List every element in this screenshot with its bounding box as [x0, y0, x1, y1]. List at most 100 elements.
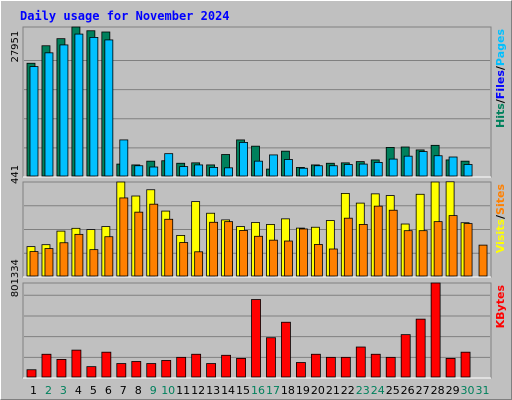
- bar-sites-day-12: [194, 251, 204, 277]
- bar-sites-day-22: [343, 217, 353, 277]
- side-legend: Hits/Files/Pages: [494, 29, 507, 128]
- bar-kbytes-day-21: [325, 356, 336, 378]
- bar-pages-day-22: [343, 164, 353, 177]
- x-tick-label: 26: [401, 384, 415, 397]
- bar-sites-day-15: [239, 230, 248, 277]
- bar-sites-day-16: [254, 235, 263, 277]
- bar-pages-day-25: [388, 158, 398, 177]
- x-tick-label: 25: [386, 384, 400, 397]
- chart-title: Daily usage for November 2024: [20, 9, 230, 23]
- bar-sites-day-6: [104, 236, 114, 277]
- bar-sites-day-11: [179, 242, 189, 277]
- bar-kbytes-day-12: [191, 353, 202, 378]
- bar-sites-day-17: [269, 239, 278, 277]
- x-tick-label: 8: [135, 384, 142, 397]
- side-legend: Visits/Sites: [494, 184, 507, 254]
- bar-kbytes-day-19: [296, 362, 306, 378]
- bar-pages-day-3: [59, 44, 69, 177]
- bar-pages-day-4: [74, 33, 84, 177]
- bar-kbytes-day-24: [370, 353, 381, 378]
- legend-part: Files: [494, 70, 507, 100]
- bar-sites-day-29: [448, 215, 458, 277]
- bar-kbytes-day-28: [430, 282, 441, 378]
- bar-pages-day-15: [239, 142, 248, 177]
- x-axis-day-labels: 1 2 3 4 5 6 7 8 9 10 11 12 13 14 15 16 17 18 19 20 21 22 23 24 2…: [30, 384, 490, 397]
- legend-part: /: [494, 214, 507, 219]
- x-tick-label: 17: [266, 384, 280, 397]
- side-legend: KBytes: [494, 285, 507, 329]
- x-tick-label: 10: [161, 384, 175, 397]
- x-tick-label: 1: [30, 384, 37, 397]
- bar-pages-day-16: [254, 160, 263, 177]
- bar-sites-day-24: [373, 205, 383, 277]
- bar-pages-day-7: [119, 139, 129, 177]
- bar-kbytes-day-3: [56, 359, 67, 378]
- x-tick-label: 9: [150, 384, 157, 397]
- bar-kbytes-day-9: [146, 363, 157, 378]
- panel-kbytes: 801334 KBytes: [10, 259, 507, 379]
- x-tick-label: 24: [371, 384, 385, 397]
- x-tick-label: 14: [221, 384, 235, 397]
- bar-pages-day-10: [164, 153, 174, 177]
- x-tick-label: 22: [341, 384, 355, 397]
- legend-part: /: [494, 65, 507, 70]
- bar-sites-day-19: [299, 228, 308, 277]
- bar-sites-day-3: [59, 242, 69, 277]
- bar-kbytes-day-7: [116, 363, 127, 378]
- bar-kbytes-day-15: [236, 357, 246, 378]
- x-tick-label: 30: [461, 384, 475, 397]
- bar-kbytes-day-14: [221, 354, 231, 378]
- bar-sites-day-23: [358, 224, 368, 277]
- bar-pages-day-20: [313, 165, 323, 177]
- bar-pages-day-17: [269, 154, 278, 177]
- legend-part: KBytes: [494, 285, 507, 329]
- bar-kbytes-day-27: [415, 318, 426, 378]
- x-tick-label: 18: [281, 384, 295, 397]
- x-tick-label: 7: [120, 384, 127, 397]
- bar-kbytes-day-17: [266, 337, 276, 378]
- bar-pages-day-13: [209, 167, 219, 177]
- bar-pages-day-18: [284, 159, 293, 177]
- x-tick-label: 3: [60, 384, 67, 397]
- bar-sites-day-4: [74, 233, 84, 277]
- x-tick-label: 12: [191, 384, 205, 397]
- x-tick-label: 28: [431, 384, 445, 397]
- bar-sites-day-10: [164, 218, 174, 277]
- bar-kbytes-day-10: [161, 360, 172, 378]
- x-tick-label: 23: [356, 384, 370, 397]
- bar-kbytes-day-4: [71, 349, 82, 378]
- y-max-label: 441: [10, 165, 21, 184]
- bar-kbytes-day-26: [400, 334, 411, 378]
- bar-kbytes-day-29: [445, 357, 456, 378]
- bar-kbytes-day-13: [206, 363, 217, 378]
- bar-sites-day-27: [418, 230, 428, 277]
- bar-pages-day-29: [448, 156, 458, 177]
- bar-sites-day-1: [29, 251, 39, 277]
- bar-pages-day-28: [433, 155, 443, 177]
- bar-kbytes-day-8: [131, 361, 142, 378]
- bar-pages-day-21: [328, 165, 338, 177]
- bar-pages-day-14: [224, 167, 233, 177]
- x-tick-label: 11: [176, 384, 190, 397]
- x-tick-label: 21: [326, 384, 340, 397]
- bar-kbytes-day-5: [86, 366, 97, 378]
- x-tick-label: 19: [296, 384, 310, 397]
- bar-pages-day-6: [104, 39, 114, 177]
- bar-kbytes-day-6: [101, 351, 112, 378]
- bar-kbytes-day-18: [281, 321, 291, 378]
- bar-pages-day-12: [194, 164, 204, 177]
- x-tick-label: 6: [105, 384, 112, 397]
- bar-kbytes-day-30: [460, 351, 471, 378]
- bar-pages-day-9: [149, 166, 159, 177]
- x-tick-label: 20: [311, 384, 325, 397]
- bar-pages-day-5: [89, 37, 99, 177]
- bar-sites-day-25: [388, 209, 398, 277]
- x-tick-label: 16: [251, 384, 265, 397]
- x-tick-label: 29: [446, 384, 460, 397]
- bar-sites-day-13: [209, 221, 219, 277]
- bar-pages-day-27: [418, 151, 428, 177]
- bar-sites-day-8: [134, 211, 144, 277]
